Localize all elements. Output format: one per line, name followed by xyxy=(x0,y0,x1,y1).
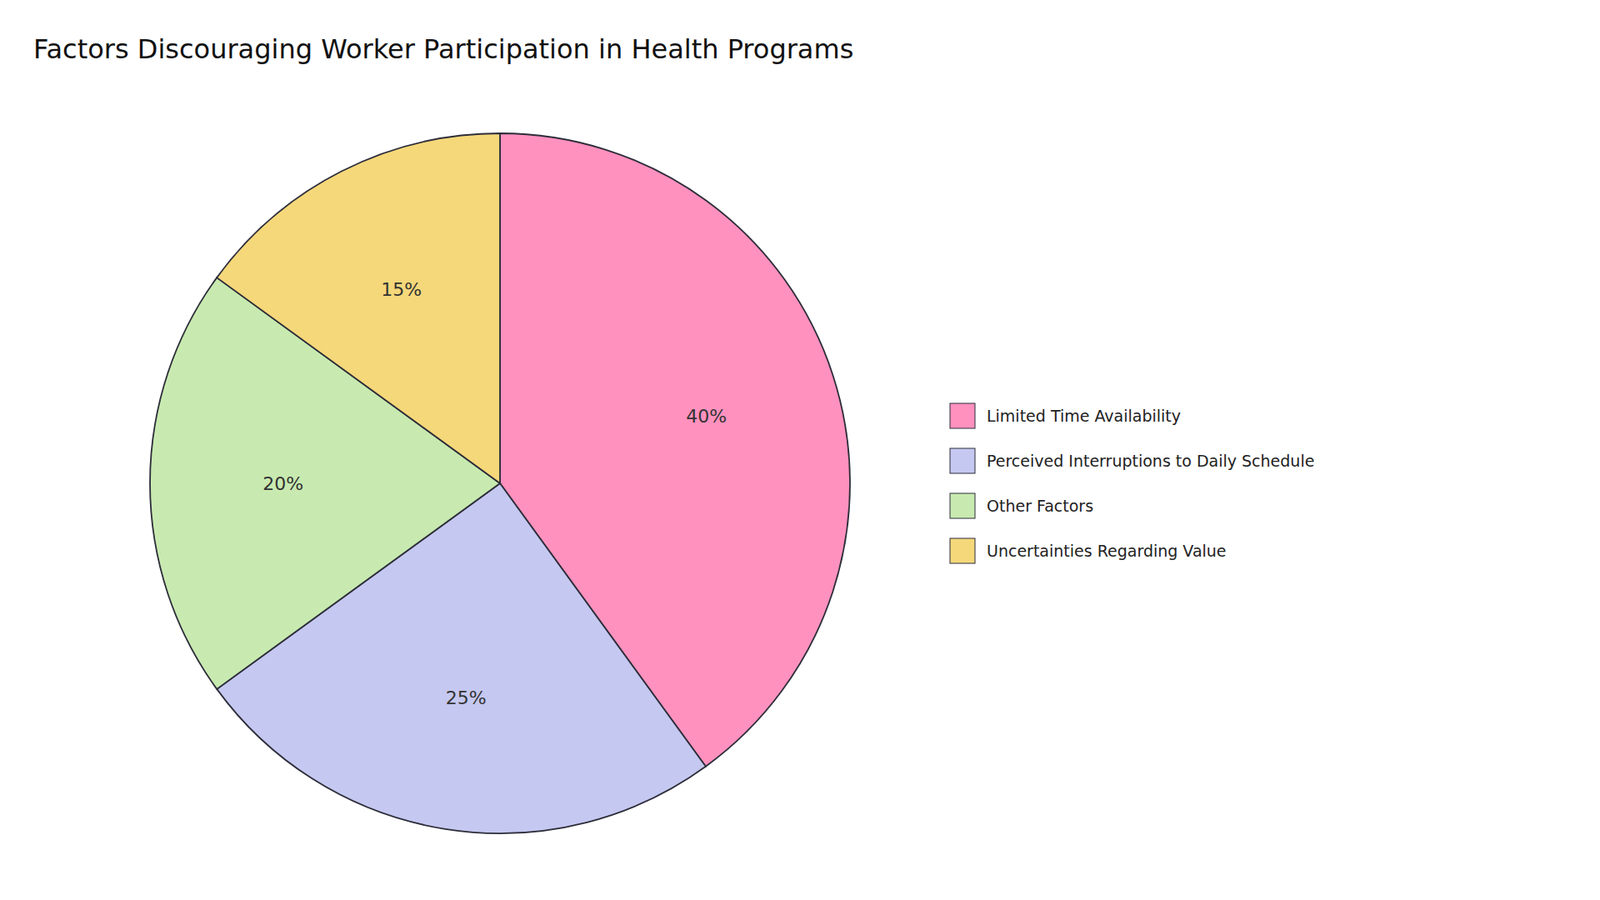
legend-item: Uncertainties Regarding Value xyxy=(950,538,1227,564)
legend-swatch xyxy=(950,493,975,519)
legend-item: Perceived Interruptions to Daily Schedul… xyxy=(950,448,1315,474)
data-label: 15% xyxy=(380,279,422,300)
legend-item: Limited Time Availability xyxy=(950,403,1181,429)
legend-label: Limited Time Availability xyxy=(986,406,1181,425)
legend-label: Perceived Interruptions to Daily Schedul… xyxy=(986,451,1315,470)
legend-item: Other Factors xyxy=(950,493,1094,519)
slice xyxy=(216,133,500,484)
legend-swatch xyxy=(950,403,975,429)
pie xyxy=(150,133,850,834)
legend-label: Other Factors xyxy=(986,496,1094,515)
legend: Limited Time Availability Perceived Inter… xyxy=(950,403,1315,564)
data-label: 40% xyxy=(685,405,727,427)
legend-swatch xyxy=(950,448,975,474)
data-label: 25% xyxy=(445,687,487,709)
legend-swatch xyxy=(950,538,975,564)
chart-svg: Factors Discouraging Worker Participatio… xyxy=(0,0,1600,900)
legend-label: Uncertainties Regarding Value xyxy=(986,541,1227,560)
data-label: 20% xyxy=(262,473,304,495)
title: Factors Discouraging Worker Participatio… xyxy=(33,33,854,65)
data-labels: 40% 25% 20% 15% xyxy=(262,279,727,708)
